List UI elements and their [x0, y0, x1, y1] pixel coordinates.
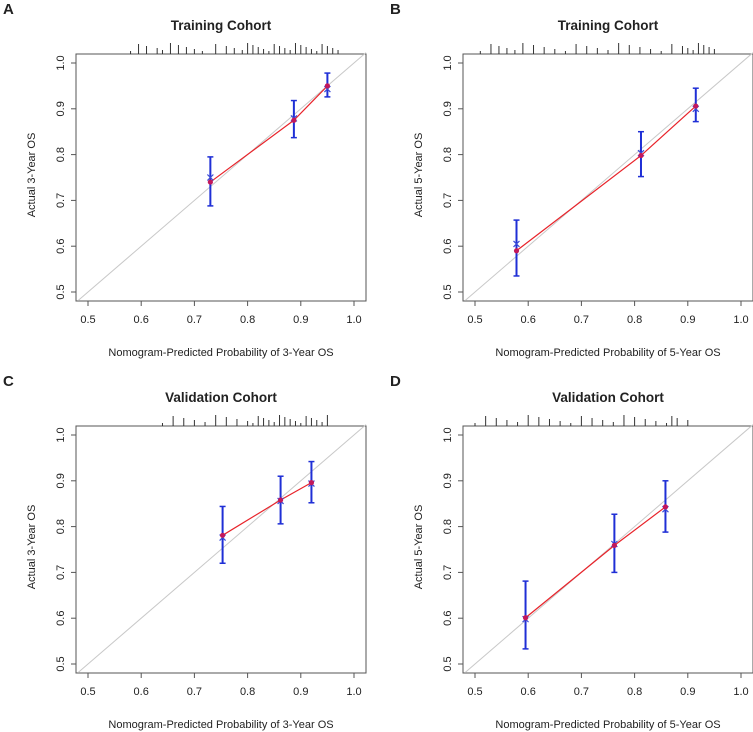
x-tick-label: 0.9 [680, 314, 695, 326]
observed-line [525, 506, 666, 619]
y-tick-label: 1.0 [55, 55, 67, 70]
y-axis-label: Actual 3-Year OS [26, 505, 38, 590]
x-tick-label: 0.7 [187, 686, 202, 698]
y-tick-label: 0.7 [55, 193, 67, 208]
chart-title: Validation Cohort [552, 390, 664, 405]
x-tick-label: 0.6 [521, 314, 536, 326]
x-tick-label: 0.8 [627, 686, 642, 698]
observed-point [513, 248, 520, 254]
plot-frame [75, 53, 367, 302]
plot-area: 0.5 0.6 0.7 0.8 0.9 1.0 0.5 0.6 0.7 0.8 0.9 1.0 [55, 415, 367, 698]
plot-area: 0.5 0.6 0.7 0.8 0.9 1.0 0.5 0.6 0.7 0.8 0.9 1.0 [55, 43, 367, 326]
x-tick-label: 0.7 [574, 314, 589, 326]
panel-letter: D [390, 373, 401, 390]
y-tick-label: 0.7 [442, 565, 454, 580]
y-tick-label: 0.5 [442, 284, 454, 299]
x-tick-label: 0.5 [80, 686, 95, 698]
panel-letter: B [390, 1, 401, 18]
x-tick-label: 1.0 [346, 686, 361, 698]
plot-frame [75, 425, 367, 674]
y-tick-label: 0.7 [55, 565, 67, 580]
x-tick-label: 0.5 [467, 686, 482, 698]
ideal-diagonal-line [77, 52, 367, 301]
x-tick-label: 0.8 [627, 314, 642, 326]
observed-point [277, 497, 284, 503]
x-tick-label: 0.6 [134, 686, 149, 698]
panel-letter: C [3, 373, 14, 390]
y-axis-label: Actual 3-Year OS [26, 133, 38, 218]
y-tick-label: 0.9 [55, 101, 67, 116]
ideal-diagonal-line [464, 424, 753, 673]
y-tick-label: 1.0 [442, 55, 454, 70]
x-tick-label: 0.5 [467, 314, 482, 326]
y-tick-label: 0.8 [442, 147, 454, 162]
y-tick-label: 0.8 [55, 519, 67, 534]
x-tick-label: 0.6 [521, 686, 536, 698]
observed-point [324, 83, 330, 89]
x-tick-label: 0.5 [80, 314, 95, 326]
x-tick-label: 0.6 [134, 314, 149, 326]
panel-d: D Validation Cohort Nomogram-Predicted P… [390, 373, 753, 731]
y-tick-label: 0.9 [55, 473, 67, 488]
observed-point [207, 179, 213, 185]
x-tick-label: 1.0 [346, 314, 361, 326]
y-axis-label: Actual 5-Year OS [413, 505, 425, 590]
x-axis-label: Nomogram-Predicted Probability of 5-Year… [495, 719, 720, 731]
panel-a: A Training Cohort Nomogram-Predicted Pro… [3, 1, 367, 359]
bias-corrected-point [513, 240, 520, 248]
x-tick-label: 0.8 [240, 686, 255, 698]
x-tick-label: 0.8 [240, 314, 255, 326]
x-tick-label: 0.7 [574, 686, 589, 698]
y-tick-label: 0.6 [442, 239, 454, 254]
panel-letter: A [3, 1, 14, 18]
x-tick-label: 0.9 [680, 686, 695, 698]
y-tick-label: 0.8 [442, 519, 454, 534]
y-axis-label: Actual 5-Year OS [413, 133, 425, 218]
y-tick-label: 0.9 [442, 101, 454, 116]
y-tick-label: 0.6 [55, 611, 67, 626]
chart-title: Validation Cohort [165, 390, 277, 405]
chart-title: Training Cohort [558, 18, 659, 33]
observed-point [291, 117, 297, 123]
x-tick-label: 1.0 [733, 686, 748, 698]
y-tick-label: 1.0 [55, 427, 67, 442]
observed-line [516, 105, 697, 252]
x-axis-label: Nomogram-Predicted Probability of 3-Year… [108, 347, 333, 359]
x-tick-label: 0.7 [187, 314, 202, 326]
observed-point [611, 542, 617, 548]
observed-point [308, 480, 315, 486]
observed-line [222, 482, 312, 536]
observed-line [210, 85, 328, 183]
observed-point [638, 152, 644, 159]
panel-b: B Training Cohort Nomogram-Predicted Pro… [390, 1, 753, 359]
x-tick-label: 0.9 [293, 314, 308, 326]
y-tick-label: 0.7 [442, 193, 454, 208]
plot-area: 0.5 0.6 0.7 0.8 0.9 1.0 0.5 0.6 0.7 0.8 0.9 1.0 [442, 415, 753, 698]
y-tick-label: 0.5 [442, 656, 454, 671]
ideal-diagonal-line [464, 52, 753, 301]
x-tick-label: 0.9 [293, 686, 308, 698]
chart-title: Training Cohort [171, 18, 272, 33]
y-tick-label: 0.8 [55, 147, 67, 162]
y-tick-label: 1.0 [442, 427, 454, 442]
plot-frame [462, 425, 753, 674]
x-axis-label: Nomogram-Predicted Probability of 3-Year… [108, 719, 333, 731]
plot-area: 0.5 0.6 0.7 0.8 0.9 1.0 0.5 0.6 0.7 0.8 0.9 1.0 [442, 43, 753, 326]
bias-corrected-point [206, 174, 214, 181]
panel-c: C Validation Cohort Nomogram-Predicted P… [3, 373, 367, 731]
observed-point [219, 532, 226, 538]
y-tick-label: 0.5 [55, 284, 67, 299]
y-tick-label: 0.5 [55, 656, 67, 671]
observed-point [693, 103, 699, 109]
x-axis-label: Nomogram-Predicted Probability of 5-Year… [495, 347, 720, 359]
y-tick-label: 0.9 [442, 473, 454, 488]
y-tick-label: 0.6 [55, 239, 67, 254]
y-tick-label: 0.6 [442, 611, 454, 626]
observed-point [522, 615, 529, 621]
x-tick-label: 1.0 [733, 314, 748, 326]
observed-point [662, 504, 669, 510]
